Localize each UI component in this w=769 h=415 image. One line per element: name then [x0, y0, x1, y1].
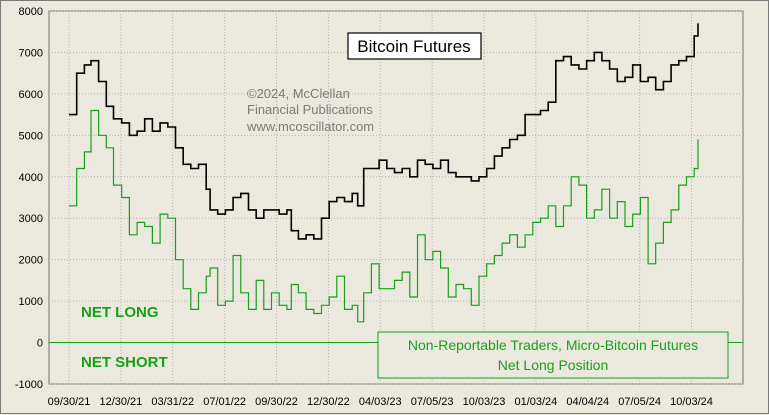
x-tick-label: 03/31/22	[151, 396, 194, 408]
x-tick-label: 10/03/24	[670, 396, 713, 408]
x-tick-label: 04/04/24	[566, 396, 609, 408]
x-tick-label: 12/30/22	[307, 396, 350, 408]
x-tick-label: 09/30/21	[48, 396, 91, 408]
x-tick-label: 10/03/23	[463, 396, 506, 408]
y-tick-label: -1000	[15, 379, 43, 391]
y-tick-label: 0	[37, 338, 43, 350]
x-tick-label: 01/03/24	[514, 396, 557, 408]
vertical-gridlines	[68, 11, 693, 384]
y-tick-label: 5000	[19, 130, 43, 142]
y-tick-label: 8000	[19, 6, 43, 18]
x-tick-label: 07/01/22	[203, 396, 246, 408]
x-tick-label: 07/05/24	[618, 396, 661, 408]
chart-title-box	[347, 32, 482, 60]
y-tick-label: 1000	[19, 296, 43, 308]
plot-area	[48, 10, 744, 385]
y-tick-label: 4000	[19, 172, 43, 184]
x-tick-label: 09/30/22	[255, 396, 298, 408]
copyright-line-2: Financial Publications	[247, 102, 373, 117]
legend-line-1: Non-Reportable Traders, Micro-Bitcoin Fu…	[408, 337, 698, 353]
y-tick-label: 6000	[19, 89, 43, 101]
net-short-label: NET SHORT	[81, 354, 168, 371]
series-layer	[69, 23, 699, 323]
bitcoin-price-line	[69, 23, 699, 240]
copyright-line-1: ©2024, McClellan	[247, 86, 350, 101]
y-tick-label: 7000	[19, 47, 43, 59]
x-tick-label: 04/03/23	[359, 396, 402, 408]
legend-line-2: Net Long Position	[498, 357, 609, 373]
y-axis-tick-labels: -1000 0 1000 2000 3000 4000 5000 6000 7000 8000	[15, 6, 43, 391]
x-axis-tick-labels: 09/30/21 12/30/21 03/31/22 07/01/22 09/30/22…	[48, 396, 713, 408]
y-tick-label: 2000	[19, 255, 43, 267]
net-long-label: NET LONG	[81, 304, 159, 321]
legend-box	[377, 331, 729, 379]
y-tick-label: 3000	[19, 213, 43, 225]
copyright-line-3: www.mcoscillator.com	[246, 119, 374, 134]
x-tick-label: 12/30/21	[99, 396, 142, 408]
net-long-position-line	[69, 109, 699, 323]
chart-title: Bitcoin Futures	[357, 37, 470, 56]
x-tick-label: 07/05/23	[411, 396, 454, 408]
